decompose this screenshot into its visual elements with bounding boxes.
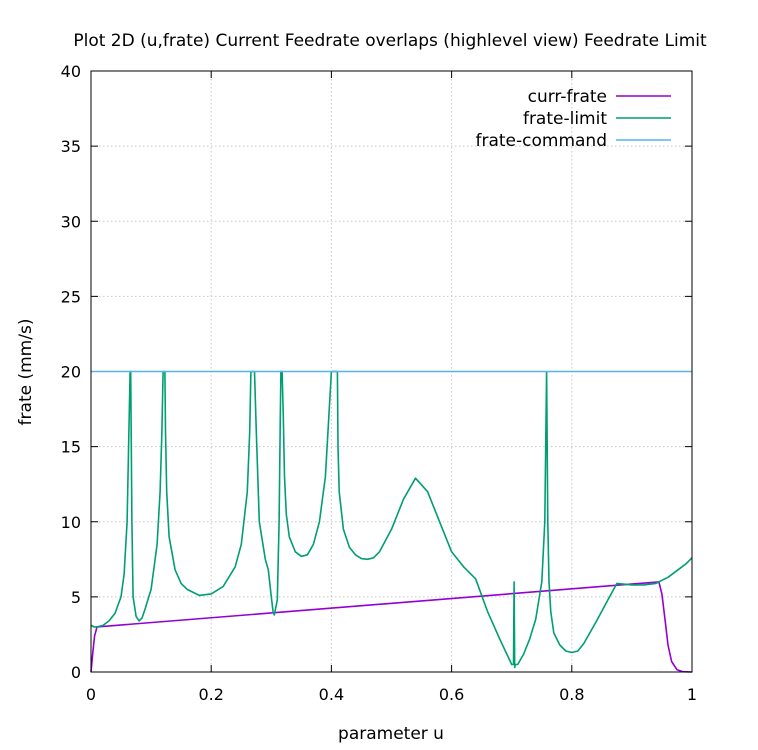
y-tick-label: 5: [71, 588, 81, 607]
legend-label-frate-limit: frate-limit: [523, 109, 607, 129]
y-tick-label: 25: [61, 287, 81, 306]
plot-frame: [90, 70, 693, 673]
series-lines: [90, 370, 693, 673]
series-curr-frate-line: [90, 581, 693, 673]
x-tick-label: 0: [86, 685, 96, 704]
grid: [91, 71, 692, 672]
x-tick-label: 1: [687, 685, 697, 704]
y-axis-label: frate (mm/s): [16, 319, 36, 426]
y-tick-label: 0: [71, 663, 81, 682]
y-tick-label: 20: [61, 363, 81, 382]
x-axis-label: parameter u: [338, 724, 444, 744]
x-tick-label: 0.2: [198, 685, 223, 704]
y-tick-label: 10: [61, 513, 81, 532]
legend-label-frate-command: frate-command: [475, 131, 607, 151]
y-tick-label: 35: [61, 137, 81, 156]
y-tick-label: 15: [61, 438, 81, 457]
x-tick-label: 0.8: [559, 685, 584, 704]
series-frate-limit-line: [90, 370, 693, 669]
y-tick-label: 40: [61, 62, 81, 81]
x-tick-label: 0.4: [319, 685, 344, 704]
legend-label-curr-frate: curr-frate: [528, 87, 607, 107]
chart-title: Plot 2D (u,frate) Current Feedrate overl…: [73, 31, 707, 51]
x-tick-label: 0.6: [439, 685, 464, 704]
y-tick-label: 30: [61, 212, 81, 231]
